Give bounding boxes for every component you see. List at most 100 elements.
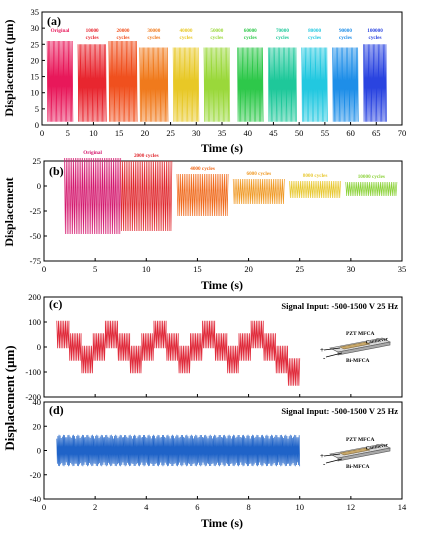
series-trace	[289, 180, 341, 199]
y-tick-label: 15	[31, 72, 40, 82]
panel-a-marks: Original 10000cycles20000cycles30000cycle…	[46, 28, 387, 122]
x-tick-label: 2	[93, 502, 97, 512]
x-tick-label: 40	[243, 128, 252, 138]
panel-c: -200 -100 0 100 200 (c) Signal Input: -500-1…	[25, 292, 403, 402]
series-trace	[363, 44, 387, 122]
y-tick-label: 0	[37, 181, 41, 191]
x-tick-label: 35	[398, 264, 407, 274]
series-label: 70000	[276, 28, 289, 34]
x-tick-label: 12	[347, 502, 356, 512]
x-tick-label: 30	[192, 128, 201, 138]
series-label: 50000	[210, 28, 223, 34]
minus-sign: -	[323, 460, 326, 468]
x-tick-label: 20	[244, 264, 253, 274]
series-trace	[46, 41, 74, 122]
x-tick-label: 4	[144, 502, 149, 512]
wire-minus	[325, 352, 343, 358]
y-tick-label: 100	[28, 317, 41, 327]
series-label: 20000	[117, 28, 130, 34]
x-tick-label: 0	[42, 264, 46, 274]
series-trace	[176, 173, 229, 217]
series-trace	[64, 157, 122, 235]
series-trace	[120, 160, 173, 232]
x-tick-label: 50	[295, 128, 304, 138]
series-label: 60000	[244, 28, 257, 34]
series-trace	[267, 47, 297, 122]
series-label: cycles	[180, 35, 193, 41]
panel-a-xlabel: Time (s)	[201, 141, 243, 155]
x-tick-label: 70	[398, 128, 407, 138]
x-tick-label: 60	[346, 128, 355, 138]
series-trace	[203, 47, 231, 122]
y-tick-label: 0	[37, 342, 41, 352]
panel-c-label: (c)	[49, 297, 62, 311]
series-label: 80000	[308, 28, 321, 34]
series-label: cycles	[210, 35, 223, 41]
y-tick-label: 35	[31, 7, 40, 17]
series-trace	[232, 178, 285, 205]
series-label: cycles	[86, 35, 99, 41]
series-trace	[139, 47, 169, 122]
wire-plus	[323, 347, 341, 351]
x-tick-label: 5	[66, 128, 70, 138]
panel-a-ticks: 0 5 10 15 20 25 30 35 0 5 10 15 20 25 30 35 40 45 50 55 60 65…	[31, 7, 407, 138]
series-label: cycles	[339, 35, 352, 41]
series-label: 6000 cycles	[246, 171, 271, 177]
series-label: 90000	[339, 28, 352, 34]
x-tick-label: 15	[115, 128, 124, 138]
bimfca-label: Bi-MFCA	[346, 358, 370, 364]
y-tick-label: 0	[37, 446, 41, 456]
panel-c-marks	[56, 320, 301, 386]
y-tick-label: -75	[30, 256, 41, 266]
series-label: Original	[83, 150, 102, 156]
minus-sign: -	[323, 354, 326, 362]
series-label: cycles	[117, 35, 130, 41]
mfc-patch	[339, 447, 371, 456]
panel-c-ticks: -200 -100 0 100 200	[25, 292, 403, 402]
wire-plus	[323, 453, 341, 457]
panel-b: Original 2000 cycles 4000 cycles 6000 cycle…	[2, 150, 406, 292]
panel-a: Original 10000cycles20000cycles30000cycle…	[2, 7, 406, 155]
x-tick-label: 14	[398, 502, 407, 512]
panel-d-ticks: -40 -20 0 20 40 0 2 4 6 8 10 12 14	[30, 397, 407, 512]
series-label: 30000	[147, 28, 160, 34]
cantilever-label: Cantilever	[365, 443, 389, 452]
series-trace	[345, 181, 398, 197]
series-trace	[108, 41, 138, 122]
x-tick-label: 55	[321, 128, 330, 138]
x-tick-label: 0	[40, 128, 44, 138]
series-label: 40000	[180, 28, 193, 34]
x-tick-label: 35	[218, 128, 227, 138]
panel-b-marks: Original 2000 cycles 4000 cycles 6000 cycle…	[64, 150, 398, 235]
y-tick-label: 40	[33, 397, 42, 407]
series-trace	[56, 434, 301, 467]
y-tick-label: 10	[31, 88, 40, 98]
y-tick-label: -200	[25, 392, 41, 402]
panel-d-annotation: Signal Input: -500-1500 V 25 Hz	[281, 406, 398, 416]
plus-sign: +	[320, 346, 324, 354]
x-tick-label: 10	[142, 264, 151, 274]
inset-diagram-c: +- PZT MFCA Bi-MFCA Cantilever	[320, 331, 391, 364]
wire-minus	[325, 458, 343, 464]
x-tick-label: 20	[141, 128, 150, 138]
panel-b-ticks: -75 -50 -25 0 25 0 5 10 15 20 25 30 35	[30, 156, 407, 274]
series-label: 100000	[367, 28, 383, 34]
series-label: cycles	[369, 35, 382, 41]
panel-d-marks	[56, 434, 301, 467]
panel-d: -40 -20 0 20 40 0 2 4 6 8 10 12 14 (d) Signal Input:…	[30, 397, 407, 530]
y-tick-label: -100	[25, 367, 41, 377]
panel-b-label: (b)	[49, 164, 64, 178]
series-label: cycles	[147, 35, 160, 41]
x-tick-label: 15	[193, 264, 202, 274]
panel-d-xlabel: Time (s)	[201, 516, 243, 530]
x-tick-label: 10	[295, 502, 304, 512]
pzt-label: PZT MFCA	[346, 331, 374, 337]
panel-a-ylabel: Displacement (μm)	[2, 19, 16, 116]
series-label: 8000 cycles	[303, 173, 328, 179]
x-tick-label: 8	[246, 502, 250, 512]
plus-sign: +	[320, 452, 324, 460]
inset-diagram-d: +- PZT MFCA Bi-MFCA Cantilever	[320, 437, 391, 470]
series-label: cycles	[244, 35, 257, 41]
y-tick-label: 20	[31, 55, 40, 65]
